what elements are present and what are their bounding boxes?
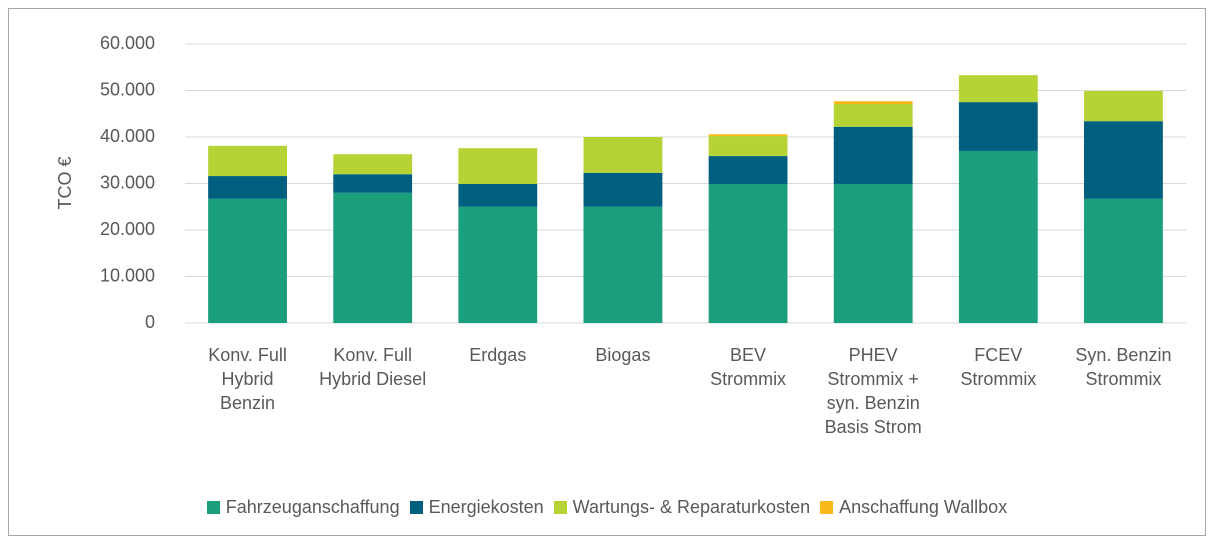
bar-segment: [208, 198, 287, 323]
bar-segment: [1084, 90, 1163, 122]
legend-item: Anschaffung Wallbox: [820, 497, 1007, 518]
bar-segment: [458, 206, 538, 323]
y-axis-title: TCO €: [55, 156, 75, 209]
bar-segment: [708, 134, 788, 137]
x-tick-label: FCEV Strommix: [960, 345, 1037, 389]
x-tick-label: Erdgas: [469, 345, 527, 365]
bar-segment: [583, 206, 663, 323]
legend: Fahrzeuganschaffung Energiekosten Wartungs…: [0, 497, 1214, 518]
x-tick-label: PHEV Strommix + syn. Benzin Basis Strom: [824, 345, 922, 437]
y-tick-label: 40.000: [100, 126, 155, 146]
bar-segment: [833, 183, 913, 323]
x-tick-label: Konv. Full Hybrid Benzin: [208, 345, 287, 413]
legend-swatch: [820, 501, 834, 514]
x-tick-label: Biogas: [595, 345, 651, 365]
y-tick-label: 30.000: [100, 172, 155, 192]
legend-item: Energiekosten: [409, 497, 544, 518]
legend-label: Wartungs- & Reparaturkosten: [572, 497, 811, 517]
legend-label: Energiekosten: [428, 497, 544, 517]
bar-segment: [958, 102, 1038, 151]
legend-swatch: [206, 501, 220, 514]
bar-segment: [833, 103, 913, 127]
legend-swatch: [409, 501, 423, 514]
legend-swatch: [553, 501, 567, 514]
bar-segment: [708, 136, 788, 157]
bar-segment: [833, 101, 913, 104]
y-tick-label: 60.000: [100, 33, 155, 53]
y-tick-label: 0: [145, 312, 155, 332]
bar-segment: [583, 172, 663, 207]
bar-segment: [333, 174, 413, 193]
legend-label: Fahrzeuganschaffung: [225, 497, 400, 517]
x-tick-label: BEV Strommix: [710, 345, 787, 389]
bar-segment: [458, 183, 538, 207]
y-tick-label: 20.000: [100, 219, 155, 239]
chart-border: [8, 8, 1206, 536]
bar-segment: [333, 154, 413, 175]
bar-segment: [958, 150, 1038, 323]
bar-segment: [333, 192, 413, 323]
bar-segment: [708, 156, 788, 184]
x-tick-label: Konv. Full Hybrid Diesel: [319, 345, 427, 389]
bar-segment: [958, 75, 1038, 103]
bar-segment: [458, 148, 538, 184]
bar-segment: [208, 176, 287, 199]
legend-label: Anschaffung Wallbox: [839, 497, 1008, 517]
bar-segment: [1084, 198, 1163, 323]
legend-item: Fahrzeuganschaffung: [206, 497, 400, 518]
bar-segment: [1084, 121, 1163, 199]
y-tick-label: 10.000: [100, 265, 155, 285]
y-tick-label: 50.000: [100, 79, 155, 99]
bar-segment: [833, 126, 913, 184]
legend-item: Wartungs- & Reparaturkosten: [553, 497, 811, 518]
bar-segment: [208, 145, 287, 177]
bar-segment: [583, 137, 663, 173]
bar-segment: [708, 183, 788, 323]
x-tick-label: Syn. Benzin Strommix: [1075, 345, 1172, 389]
